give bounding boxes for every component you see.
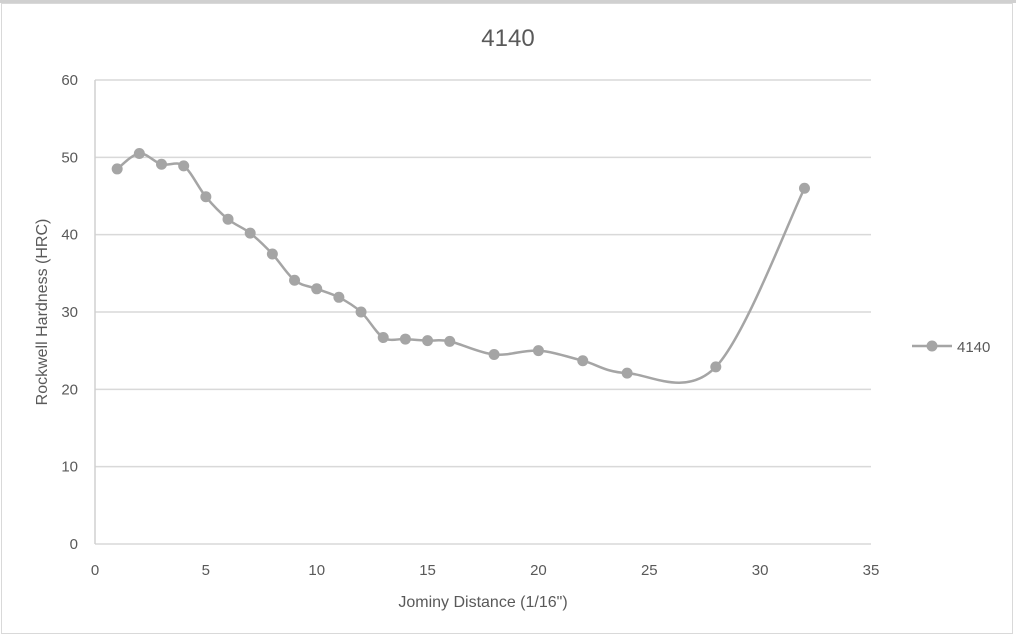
data-point-marker	[244, 227, 256, 239]
legend: 4140	[912, 339, 990, 356]
data-point-marker	[266, 248, 278, 260]
data-point-marker	[311, 283, 323, 295]
data-point-marker	[488, 349, 500, 361]
data-point-marker	[710, 361, 722, 373]
data-point-marker	[111, 163, 123, 175]
data-point-marker	[156, 158, 168, 170]
x-tick-label: 10	[308, 562, 325, 579]
y-tick-label: 40	[61, 227, 78, 244]
data-point-marker	[333, 291, 345, 303]
data-point-marker	[200, 191, 212, 203]
data-point-marker	[399, 333, 411, 345]
chart-area	[1, 3, 1013, 634]
x-tick-label: 25	[641, 562, 658, 579]
y-axis-ticks: 0 10 20 30 40 50 60	[61, 72, 78, 553]
x-tick-label: 0	[91, 562, 99, 579]
y-tick-label: 10	[61, 459, 78, 476]
y-tick-label: 60	[61, 72, 78, 89]
gridlines	[95, 79, 871, 545]
x-tick-label: 30	[752, 562, 769, 579]
legend-label: 4140	[957, 339, 990, 356]
y-axis-label: Rockwell Hardness (HRC)	[34, 219, 51, 406]
data-point-marker	[289, 274, 301, 286]
x-tick-label: 20	[530, 562, 547, 579]
data-point-marker	[133, 147, 145, 159]
y-tick-label: 50	[61, 149, 78, 166]
data-point-marker	[422, 335, 434, 347]
x-tick-label: 35	[863, 562, 880, 579]
data-point-marker	[798, 182, 810, 194]
data-point-marker	[222, 213, 234, 225]
y-tick-label: 20	[61, 381, 78, 398]
data-markers	[111, 147, 810, 379]
chart-title: 4140	[481, 25, 534, 52]
x-axis-ticks: 0 5 10 15 20 25 30 35	[91, 562, 880, 579]
x-axis-label: Jominy Distance (1/16")	[398, 594, 567, 611]
window-top-border	[0, 0, 1016, 3]
data-point-marker	[577, 355, 589, 367]
data-point-marker	[532, 345, 544, 357]
data-point-marker	[178, 160, 190, 172]
y-tick-label: 30	[61, 304, 78, 321]
series-line-4140	[116, 152, 806, 384]
y-tick-label: 0	[70, 536, 78, 553]
x-tick-label: 5	[202, 562, 210, 579]
data-point-marker	[621, 367, 633, 379]
data-point-marker	[444, 335, 456, 347]
legend-marker-icon	[926, 340, 938, 352]
data-point-marker	[377, 332, 389, 344]
data-point-marker	[355, 306, 367, 318]
x-tick-label: 15	[419, 562, 436, 579]
